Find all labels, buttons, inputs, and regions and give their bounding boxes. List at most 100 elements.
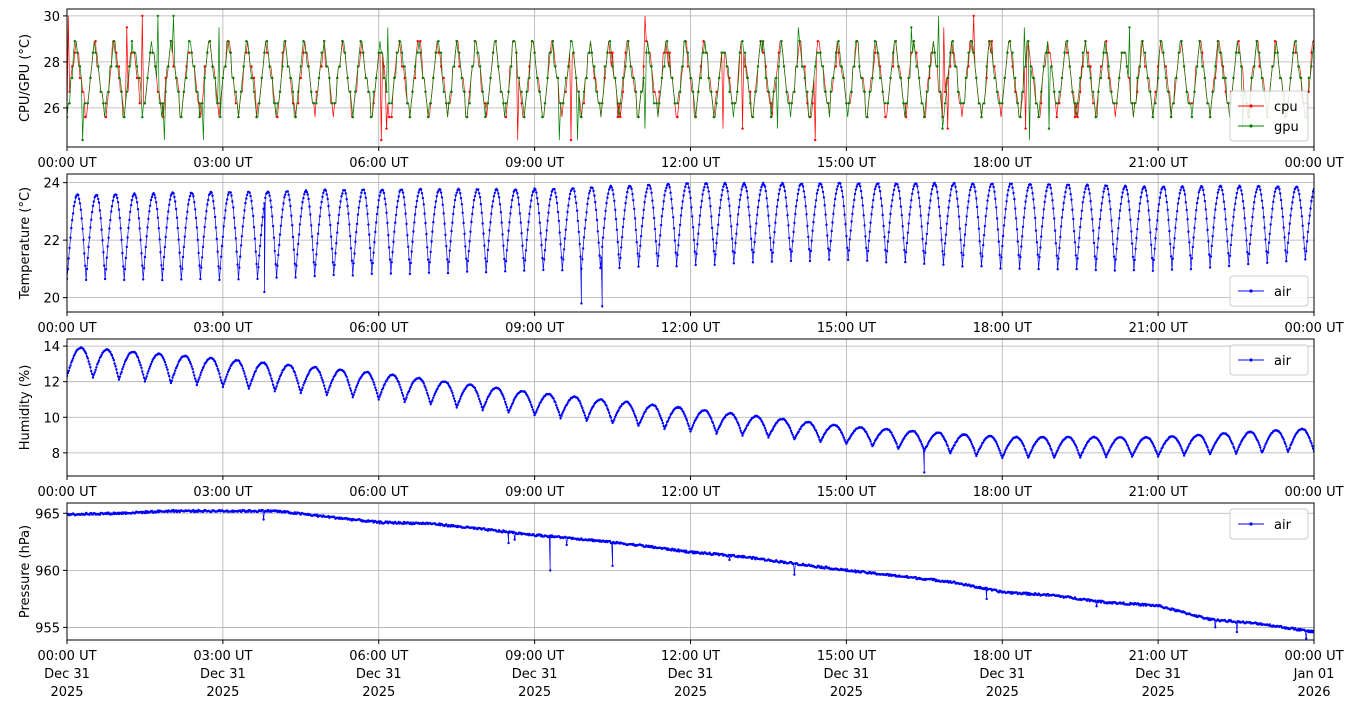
data-point bbox=[872, 442, 876, 445]
data-point bbox=[1189, 442, 1192, 445]
data-point bbox=[463, 232, 466, 236]
data-point bbox=[715, 90, 718, 94]
data-point bbox=[458, 399, 461, 403]
data-point bbox=[1162, 51, 1165, 54]
data-point bbox=[1285, 260, 1288, 263]
data-point bbox=[661, 207, 664, 211]
data-point bbox=[566, 402, 569, 405]
data-point bbox=[816, 188, 819, 192]
data-point bbox=[619, 256, 622, 260]
data-point bbox=[1111, 243, 1115, 246]
data-point bbox=[621, 225, 625, 229]
data-point bbox=[442, 76, 445, 80]
data-point bbox=[739, 429, 742, 432]
data-point bbox=[768, 224, 771, 228]
data-point bbox=[146, 372, 149, 375]
data-point bbox=[236, 263, 239, 266]
data-point bbox=[148, 365, 152, 368]
data-point bbox=[1007, 189, 1010, 192]
data-point bbox=[888, 221, 891, 224]
data-point bbox=[1030, 449, 1033, 452]
data-point bbox=[904, 102, 908, 105]
data-point bbox=[741, 434, 744, 437]
data-point bbox=[283, 196, 286, 199]
series-air bbox=[67, 508, 1314, 640]
data-point bbox=[527, 397, 530, 400]
data-point bbox=[289, 76, 292, 80]
data-point bbox=[640, 225, 644, 228]
data-point bbox=[691, 426, 694, 429]
data-point bbox=[890, 205, 893, 208]
data-point bbox=[1253, 195, 1257, 198]
data-point bbox=[413, 76, 417, 80]
data-point bbox=[1060, 76, 1064, 80]
data-point bbox=[774, 221, 777, 224]
data-point bbox=[1090, 208, 1093, 211]
data-point bbox=[1211, 447, 1214, 450]
data-point bbox=[103, 264, 106, 267]
data-point bbox=[455, 40, 458, 43]
data-point bbox=[1063, 51, 1066, 54]
data-point bbox=[156, 90, 160, 94]
data-point bbox=[1014, 217, 1018, 220]
data-point bbox=[372, 381, 375, 384]
data-point bbox=[614, 415, 617, 419]
data-point bbox=[452, 205, 456, 209]
data-point bbox=[1021, 225, 1025, 228]
y-tick-label: 22 bbox=[43, 234, 60, 249]
data-point bbox=[187, 40, 191, 43]
data-point bbox=[737, 206, 741, 209]
data-point bbox=[1126, 444, 1130, 447]
data-point bbox=[505, 406, 509, 409]
data-point bbox=[145, 235, 148, 238]
data-point bbox=[241, 225, 244, 228]
data-point bbox=[732, 413, 735, 417]
data-point bbox=[655, 102, 658, 105]
data-point bbox=[1266, 439, 1269, 442]
data-point bbox=[125, 90, 128, 94]
data-point bbox=[416, 40, 419, 43]
data-point bbox=[619, 115, 622, 119]
data-point bbox=[269, 374, 272, 377]
data-point bbox=[245, 51, 248, 54]
data-point bbox=[652, 206, 655, 209]
data-point bbox=[734, 241, 737, 245]
data-point bbox=[1181, 449, 1184, 452]
data-point bbox=[1270, 216, 1273, 219]
data-point bbox=[458, 51, 461, 54]
data-point bbox=[791, 240, 794, 243]
data-point bbox=[941, 250, 944, 253]
data-point bbox=[137, 217, 141, 220]
data-point bbox=[673, 239, 677, 242]
y-tick-label: 28 bbox=[43, 56, 60, 71]
data-point bbox=[555, 404, 558, 407]
data-point bbox=[1211, 90, 1214, 94]
data-point bbox=[131, 195, 134, 198]
data-point bbox=[633, 217, 637, 220]
data-point bbox=[926, 443, 929, 446]
data-point bbox=[1125, 65, 1129, 68]
data-point bbox=[626, 190, 629, 194]
data-point bbox=[326, 391, 329, 394]
data-point bbox=[200, 368, 204, 372]
data-point bbox=[81, 90, 84, 94]
data-point bbox=[629, 65, 632, 68]
data-point bbox=[341, 192, 344, 195]
data-point bbox=[1153, 247, 1156, 250]
data-point bbox=[192, 371, 195, 374]
data-point bbox=[543, 249, 547, 252]
data-point bbox=[459, 197, 463, 200]
data-point bbox=[415, 199, 419, 203]
data-point bbox=[316, 513, 319, 516]
data-point bbox=[834, 65, 838, 68]
data-point bbox=[569, 40, 573, 43]
data-point bbox=[141, 14, 144, 18]
data-point bbox=[536, 76, 539, 80]
data-point bbox=[714, 253, 717, 256]
data-point bbox=[117, 208, 121, 211]
data-point bbox=[482, 406, 485, 409]
data-point bbox=[1024, 200, 1027, 203]
data-point bbox=[120, 90, 123, 94]
data-point bbox=[1279, 198, 1283, 202]
data-point bbox=[445, 245, 448, 248]
